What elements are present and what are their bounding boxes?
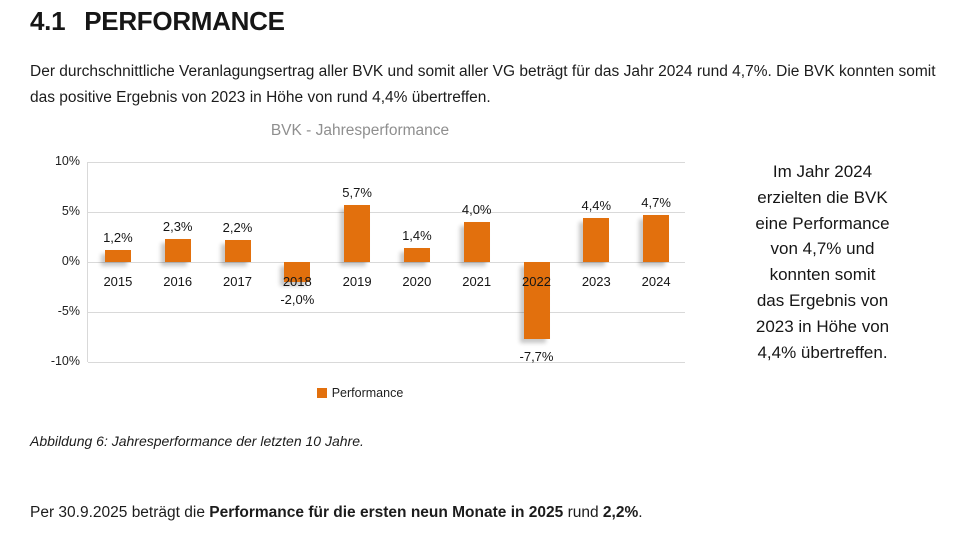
chart-legend: Performance	[30, 386, 690, 400]
x-axis-category-label: 2019	[342, 274, 372, 289]
bar-value-label: 4,0%	[461, 202, 492, 217]
y-axis-tick-label: -10%	[50, 354, 80, 368]
gridline	[88, 162, 685, 163]
bar-2023	[583, 218, 610, 262]
gridline	[88, 212, 685, 213]
bar-2018	[284, 262, 311, 282]
bar-2022	[523, 262, 550, 339]
x-axis-category-label: 2024	[641, 274, 671, 289]
bar-value-label: 2,3%	[162, 219, 193, 234]
bar-value-label: 1,4%	[402, 228, 432, 243]
y-axis-tick-label: 0%	[61, 254, 80, 268]
x-axis-category-label: 2017	[223, 274, 252, 289]
bar-value-label: 4,7%	[641, 195, 671, 210]
side-note-line: konnten somit	[769, 265, 876, 285]
y-axis-tick-label: 10%	[54, 154, 80, 168]
bar-2019	[344, 205, 371, 262]
page-title: 4.1 PERFORMANCE	[30, 6, 285, 37]
footer-paragraph: Per 30.9.2025 beträgt die Performance fü…	[30, 504, 936, 522]
chart-title: BVK - Jahresperformance	[270, 122, 450, 139]
side-note-line: das Ergebnis von	[756, 290, 889, 310]
bar-value-label: 1,2%	[103, 230, 133, 245]
legend-swatch	[316, 388, 327, 398]
footer-bold-value: 2,2%	[602, 504, 639, 521]
bar-2016	[164, 239, 191, 262]
footer-text: rund	[563, 504, 603, 521]
bar-2017	[224, 240, 251, 262]
side-note-line: 2023 in Höhe von	[755, 316, 890, 336]
legend-label: Performance	[331, 386, 404, 400]
bar-value-label: 2,2%	[222, 220, 253, 235]
footer-bold-text: Performance für die ersten neun Monate i…	[209, 504, 564, 521]
x-axis-category-label: 2022	[522, 274, 551, 289]
x-axis-category-label: 2023	[581, 274, 611, 289]
side-note: Im Jahr 2024 erzielten die BVK eine Perf…	[715, 159, 930, 365]
figure-caption: Abbildung 6: Jahresperformance der letzt…	[30, 433, 364, 449]
side-note-line: 4,4% übertreffen.	[757, 342, 888, 362]
bar-chart: BVK - Jahresperformance 10% 5% 0% -5% -10% 1,…	[30, 118, 690, 410]
bar-value-label: 4,4%	[581, 198, 612, 213]
footer-text: Per 30.9.2025 beträgt die	[30, 504, 210, 521]
section-number: 4.1	[30, 6, 66, 36]
x-axis-category-label: 2020	[402, 274, 432, 289]
side-note-line: Im Jahr 2024	[772, 162, 873, 181]
footer-text: .	[638, 504, 643, 521]
intro-paragraph: Der durchschnittliche Veranlagungsertrag…	[30, 63, 936, 106]
gridline	[88, 312, 685, 313]
x-axis-category-label: 2015	[103, 274, 133, 289]
y-axis-tick-label: 5%	[61, 204, 80, 218]
y-axis-tick-label: -5%	[57, 304, 80, 318]
bar-value-label: -7,7%	[519, 349, 554, 364]
side-note-line: eine Performance	[755, 213, 890, 233]
gridline	[88, 362, 685, 363]
side-note-line: von 4,7% und	[770, 239, 875, 259]
x-axis-category-label: 2018	[282, 274, 312, 289]
plot-area: 10% 5% 0% -5% -10% 1,2% 2015 2,3% 2016 2,2% 2017 -2…	[51, 154, 685, 368]
side-note-line: erzielten die BVK	[757, 187, 888, 207]
bar-2020	[403, 248, 430, 262]
x-axis-category-label: 2016	[163, 274, 193, 289]
bar-2015	[104, 250, 131, 262]
bar-value-label: 5,7%	[342, 185, 372, 200]
bar-2021	[463, 222, 490, 262]
section-title: PERFORMANCE	[84, 6, 285, 36]
gridline	[88, 262, 685, 263]
x-axis-category-label: 2021	[462, 274, 492, 289]
bar-value-label: -2,0%	[280, 292, 315, 307]
bar-2024	[643, 215, 670, 262]
